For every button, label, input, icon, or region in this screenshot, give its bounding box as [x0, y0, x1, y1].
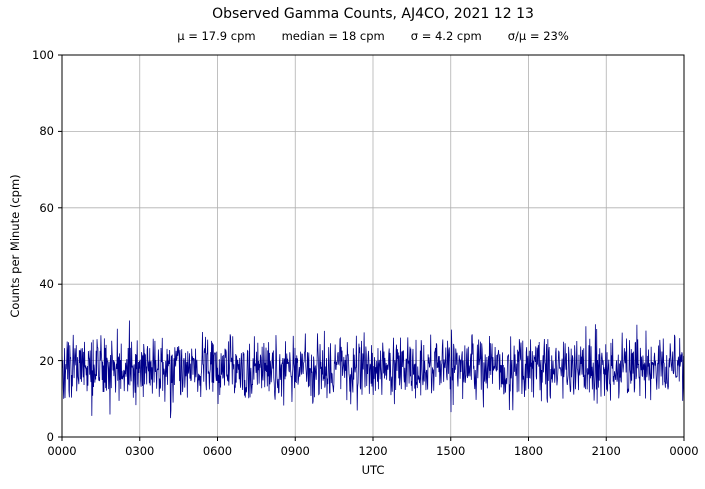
data-series-line	[61, 320, 685, 419]
y-tick-label: 0	[46, 430, 54, 444]
x-tick-label: 0000	[47, 444, 77, 458]
stat-value: μ = 17.9 cpm	[177, 29, 256, 43]
chart-stats-line: μ = 17.9 cpm median = 18 cpm σ = 4.2 cpm σ/…	[62, 29, 684, 43]
x-tick-label: 0900	[280, 444, 310, 458]
x-tick-label: 1500	[436, 444, 466, 458]
x-axis-label: UTC	[361, 463, 385, 477]
x-tick-label: 0600	[202, 444, 233, 458]
chart-title: Observed Gamma Counts, AJ4CO, 2021 12 13	[212, 6, 534, 22]
x-tick-label: 1800	[513, 444, 544, 458]
x-tick-label: 0300	[125, 444, 155, 458]
y-tick-label: 100	[32, 48, 54, 62]
x-tick-label: 1200	[358, 444, 388, 458]
x-tick-labels: 0000 0300 0600 0900 1200 1500 1800 2100 0000	[0, 443, 705, 459]
y-tick-label: 80	[39, 124, 54, 139]
y-tick-labels: 0 20 40 60 80 100	[0, 0, 54, 489]
plot-border	[61, 54, 685, 438]
y-tick-label: 60	[39, 200, 54, 215]
x-tick-label: 2100	[591, 444, 621, 458]
y-tick-label: 40	[39, 277, 54, 292]
stat-value: σ = 4.2 cpm	[410, 29, 482, 43]
x-tick-label: 0000	[669, 444, 699, 458]
y-tick-label: 20	[39, 353, 54, 368]
stat-value: median = 18 cpm	[281, 29, 385, 43]
stat-value: σ/μ = 23%	[507, 29, 569, 43]
